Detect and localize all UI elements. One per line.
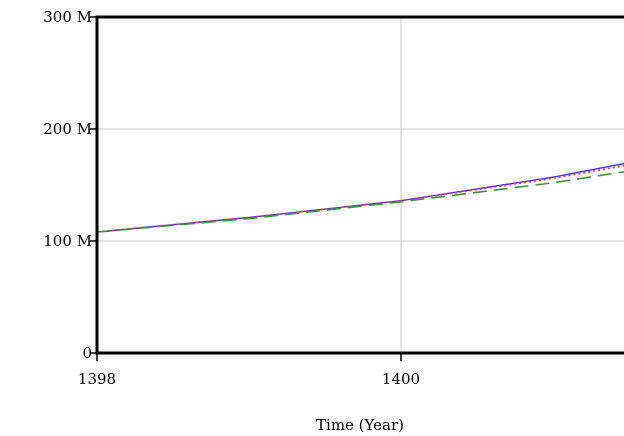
series-line-2 [96,164,624,233]
series-line-3 [96,170,624,233]
series-line-1 [96,162,624,233]
series-lines [96,162,624,233]
x-tick-label: 1400 [382,370,420,388]
x-axis-title: Time (Year) [316,416,404,434]
grid-lines [97,16,624,353]
x-tick-label: 1398 [78,370,116,388]
y-tick-label: 200 M [43,120,92,138]
y-axis-ticks: 0 100 M 200 M 300 M [43,8,97,362]
y-tick-label: 100 M [43,232,92,250]
y-tick-label: 0 [82,344,92,362]
plot-frame [95,15,624,355]
x-axis-ticks: 1398140014021404 [78,353,420,388]
plot-border [95,15,624,355]
y-tick-label: 300 M [43,8,92,26]
